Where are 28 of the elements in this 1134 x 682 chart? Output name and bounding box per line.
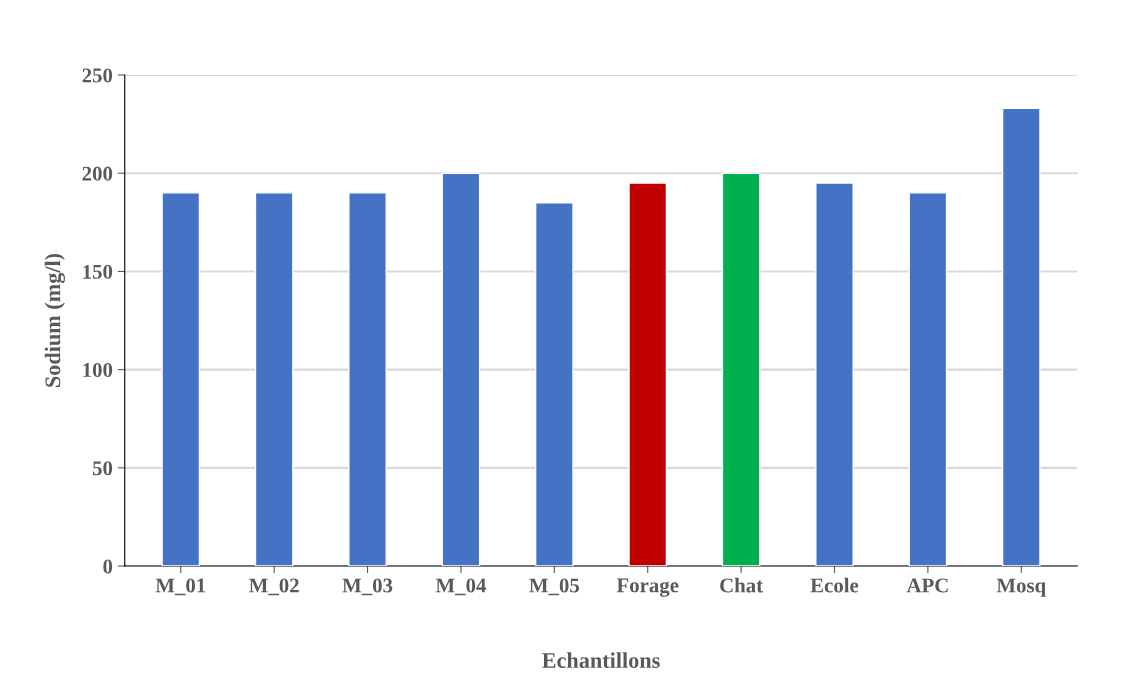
x-tick-label: M_04 [435,578,487,596]
x-axis-title: Echantillons [542,652,660,668]
bar [161,192,201,567]
x-tick-label: Chat [720,577,763,593]
bar [815,182,854,567]
bar [908,192,948,567]
y-tick-label: 50 [92,461,113,476]
y-tick-label: 0 [103,559,113,574]
bar [1001,107,1041,567]
y-tick-label: 100 [83,363,113,378]
bar [721,172,761,567]
x-tick-label: Mosq [996,578,1046,597]
bar [348,192,387,567]
y-tick-label: 150 [83,264,113,279]
x-tick-label: M_01 [155,578,206,596]
y-axis-title: Sodium (mg/l) [44,253,66,387]
y-tick-label: 200 [82,166,113,181]
bar [628,182,668,567]
x-tick-label: Forage [616,578,679,597]
x-tick-label: Ecole [810,577,859,593]
bar [534,201,574,567]
x-tick-label: M_05 [529,578,580,596]
x-tick-label: M_02 [249,578,299,596]
x-tick-label: APC [906,578,948,593]
bar [254,192,294,567]
y-tick-label: 250 [82,68,113,83]
bar [441,172,481,567]
x-tick-label: M_03 [342,578,393,596]
